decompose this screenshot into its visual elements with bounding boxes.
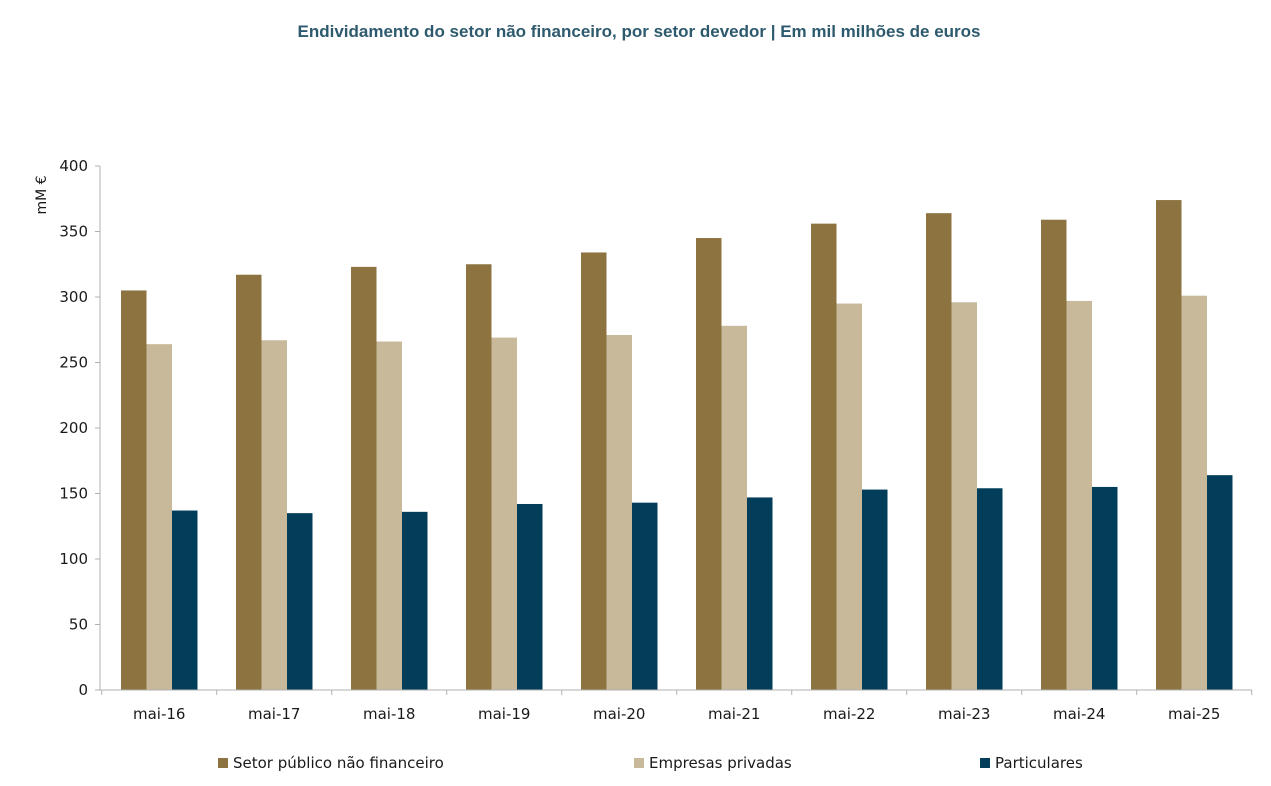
bar — [1041, 219, 1067, 690]
bar — [1092, 486, 1118, 690]
bar — [926, 213, 952, 690]
bar — [466, 264, 492, 690]
bar — [632, 502, 658, 690]
x-axis: mai-16 mai-17 mai-18 mai-19 mai-20 mai-21 mai-… — [100, 689, 1253, 723]
bar — [1066, 300, 1092, 690]
bar — [172, 510, 198, 690]
x-tick-label: mai-22 — [823, 705, 875, 723]
x-tick-label: mai-24 — [1053, 705, 1105, 723]
bar — [747, 497, 773, 690]
legend-swatch — [980, 758, 990, 768]
bar — [402, 511, 428, 690]
bar — [951, 302, 977, 690]
bar — [696, 238, 722, 691]
y-tick-label: 150 — [59, 485, 88, 503]
bar — [261, 340, 287, 690]
x-tick-label: mai-25 — [1168, 705, 1220, 723]
bar — [121, 290, 147, 690]
y-tick-label: 0 — [78, 681, 88, 699]
bar — [581, 252, 607, 690]
bar — [491, 337, 517, 690]
bar — [1156, 200, 1182, 690]
bar — [811, 223, 837, 690]
legend-swatch — [218, 758, 228, 768]
bars — [121, 200, 1233, 691]
y-tick-label: 300 — [59, 288, 88, 306]
bar — [1181, 295, 1207, 690]
x-tick-label: mai-18 — [363, 705, 415, 723]
legend-label: Setor público não financeiro — [233, 754, 444, 772]
y-tick-label: 200 — [59, 419, 88, 437]
bar — [236, 274, 262, 690]
bar — [1207, 475, 1233, 690]
y-axis: 0 50 100 150 200 250 300 350 400 — [59, 157, 101, 699]
x-tick-label: mai-16 — [133, 705, 185, 723]
bar — [721, 325, 747, 690]
legend: Setor público não financeiro Empresas pri… — [218, 754, 1083, 772]
bar — [606, 334, 632, 690]
x-tick-label: mai-21 — [708, 705, 760, 723]
bar — [351, 266, 377, 690]
bar — [517, 503, 543, 690]
bar — [862, 489, 888, 690]
x-tick-label: mai-17 — [248, 705, 300, 723]
y-tick-label: 50 — [69, 616, 88, 634]
bar — [146, 344, 172, 690]
x-tick-label: mai-23 — [938, 705, 990, 723]
y-tick-label: 100 — [59, 550, 88, 568]
bar — [836, 303, 862, 690]
bar — [977, 488, 1003, 690]
chart-title: Endividamento do setor não financeiro, p… — [297, 22, 980, 41]
bar — [376, 341, 402, 690]
legend-swatch — [634, 758, 644, 768]
legend-label: Particulares — [995, 754, 1083, 772]
y-tick-label: 350 — [59, 223, 88, 241]
bar — [287, 513, 313, 690]
x-tick-label: mai-19 — [478, 705, 530, 723]
legend-label: Empresas privadas — [649, 754, 792, 772]
y-axis-label: mM € — [34, 175, 50, 214]
y-tick-label: 250 — [59, 354, 88, 372]
x-tick-label: mai-20 — [593, 705, 645, 723]
y-tick-label: 400 — [59, 157, 88, 175]
